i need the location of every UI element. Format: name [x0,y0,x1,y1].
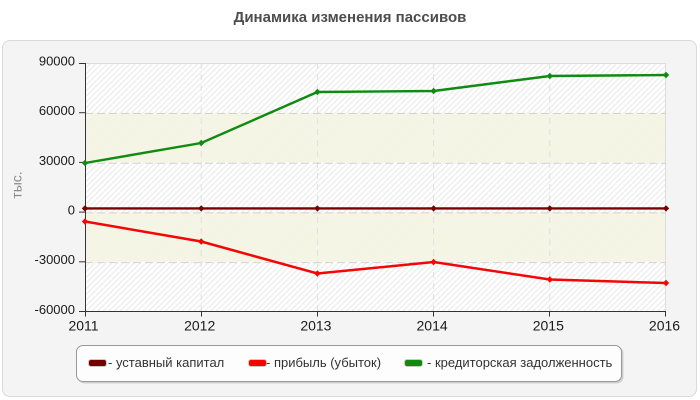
svg-text:2015: 2015 [533,318,564,334]
svg-text:30000: 30000 [39,153,75,168]
svg-text:0: 0 [68,202,75,217]
svg-text:2016: 2016 [649,318,680,334]
svg-text:2012: 2012 [184,318,215,334]
svg-text:2011: 2011 [68,318,98,334]
svg-text:2013: 2013 [300,318,331,334]
svg-text:тыс.: тыс. [9,171,25,198]
svg-text:2014: 2014 [417,318,448,334]
svg-text:-60000: -60000 [35,302,75,317]
svg-text:90000: 90000 [39,54,75,69]
svg-text:60000: 60000 [39,103,75,118]
svg-text:-30000: -30000 [35,252,75,267]
